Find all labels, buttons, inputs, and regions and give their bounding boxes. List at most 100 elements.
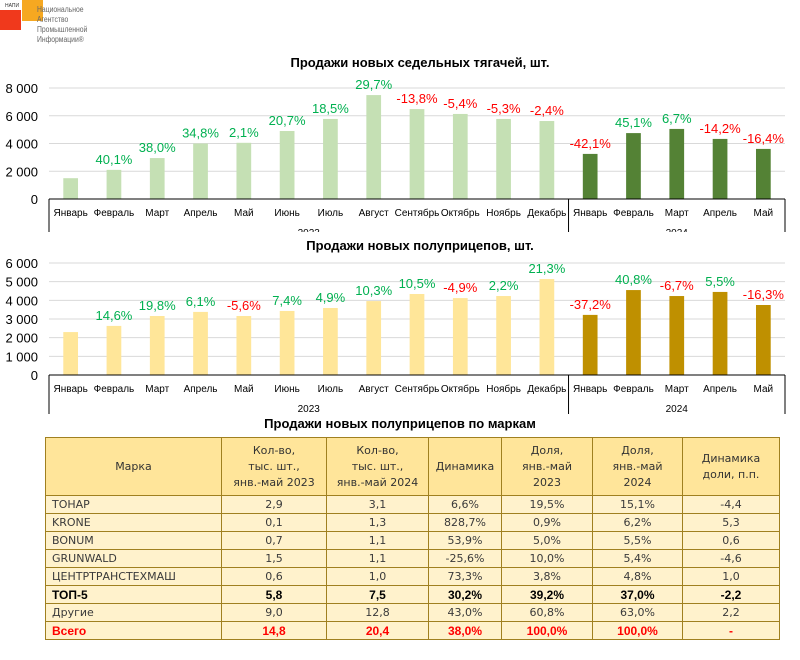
data-label: 19,8% [139,298,176,313]
y-tick-label: 2 000 [5,164,38,179]
x-tick-label: Март [665,384,689,395]
value-cell: 20,4 [326,621,429,640]
logo-red-square [0,10,21,30]
bar [712,291,728,375]
data-label: 6,7% [662,111,692,126]
bar [63,178,79,199]
value-cell: 38,0% [428,621,502,640]
x-tick-label: Март [665,208,689,219]
bar [323,307,338,375]
x-tick-label: Декабрь [527,383,566,395]
value-cell: -4,6 [682,549,780,568]
data-label: 7,4% [272,293,302,308]
bar [626,133,641,199]
column-header: Доля, янв.-май 2023 [501,437,593,496]
value-cell: 0,7 [221,531,327,550]
bar [669,296,685,375]
value-cell: 100,0% [501,621,593,640]
column-header-line: Марка [115,459,152,473]
bar [149,158,165,199]
data-label: -5,3% [487,101,521,116]
table-row: BONUM 0,7 1,1 53,9% 5,0% 5,5% 0,6 [45,531,780,550]
column-header-line: янв.-май [522,459,572,473]
x-tick-label: Август [359,384,390,395]
bar [452,113,468,199]
x-tick-label: Август [359,208,390,219]
value-cell: 100,0% [592,621,683,640]
y-tick-label: 0 [31,192,38,207]
value-cell: -2,2 [682,585,780,604]
y-tick-label: 4 000 [5,293,38,308]
bar [193,143,208,199]
logo-text: Национальное Агентство Промышленной Инфо… [37,5,87,45]
table-title: Продажи новых полуприцепов по маркам [264,416,536,431]
bar [323,118,338,199]
value-cell: 6,6% [428,495,502,514]
bar [496,296,511,375]
value-cell: 30,2% [428,585,502,604]
value-cell: 3,1 [326,495,429,514]
column-header-line: янв.-май [612,459,663,473]
x-tick-label: Март [145,384,169,395]
x-tick-label: Ноябрь [486,383,521,395]
value-cell: 12,8 [326,603,429,622]
brand-name-cell: BONUM [45,531,222,550]
bar [582,314,598,375]
chart-title: Продажи новых седельных тягачей, шт. [290,55,549,70]
bar [106,325,122,375]
bar [149,316,165,375]
y-tick-label: 1 000 [5,349,38,364]
x-tick-label: Май [234,384,254,395]
bar [106,169,122,199]
tractor-sales-chart: Продажи новых седельных тягачей, шт. 0 2 0… [5,55,786,232]
x-tick-label: Октябрь [441,383,480,395]
value-cell: 7,5 [326,585,429,604]
bar [409,109,425,199]
column-header-line: Динамика [701,451,761,465]
value-cell: 43,0% [428,603,502,622]
brand-name-cell: ТОНАР [45,495,222,514]
column-header-line: Динамика [435,459,495,473]
data-label: 5,5% [705,274,735,289]
data-label: 4,9% [316,290,346,305]
data-label: -5,6% [227,298,261,313]
bar [279,131,295,199]
logo-line-2: Агентство [37,15,69,24]
column-header: Марка [45,437,222,496]
x-tick-label: Ноябрь [486,207,521,219]
x-tick-label: Июнь [274,384,299,395]
brand-name-cell: Другие [45,603,222,622]
value-cell: 2,2 [682,603,780,622]
bar [626,290,641,375]
data-label: 18,5% [312,101,349,116]
year-group-label: 2023 [298,404,321,414]
brand-name-cell: Всего [45,621,222,640]
x-tick-label: Апрель [703,208,737,219]
value-cell: 5,3 [682,513,780,532]
value-cell: 0,1 [221,513,327,532]
table-header-row: Марка Кол-во, тыс. шт., янв.-май 2023 Кол-во… [45,437,780,496]
column-header-line: Доля, [530,443,564,457]
column-header-line: янв.-май 2023 [233,475,315,489]
data-label: 34,8% [182,126,219,141]
bar [193,311,208,375]
bar [409,293,425,375]
data-label: -14,2% [699,121,741,136]
data-label: 40,1% [96,152,133,167]
column-header: Доля, янв.-май 2024 [592,437,683,496]
x-tick-label: Январь [573,384,607,395]
logo-abbr: НАПИ [5,3,20,9]
value-cell: 10,0% [501,549,593,568]
column-header: Кол-во, тыс. шт., янв.-май 2023 [221,437,327,496]
data-label: 20,7% [269,113,306,128]
bar [236,316,252,375]
value-cell: -25,6% [428,549,502,568]
bar [755,148,771,199]
year-group-label: 2023 [298,228,321,232]
x-tick-label: Февраль [94,208,135,219]
data-label: -16,4% [743,131,785,146]
value-cell: 14,8 [221,621,327,640]
brands-table: Марка Кол-во, тыс. шт., янв.-май 2023 Кол-во… [45,437,780,640]
year-group-label: 2024 [666,404,689,414]
value-cell: 0,6 [221,567,327,586]
